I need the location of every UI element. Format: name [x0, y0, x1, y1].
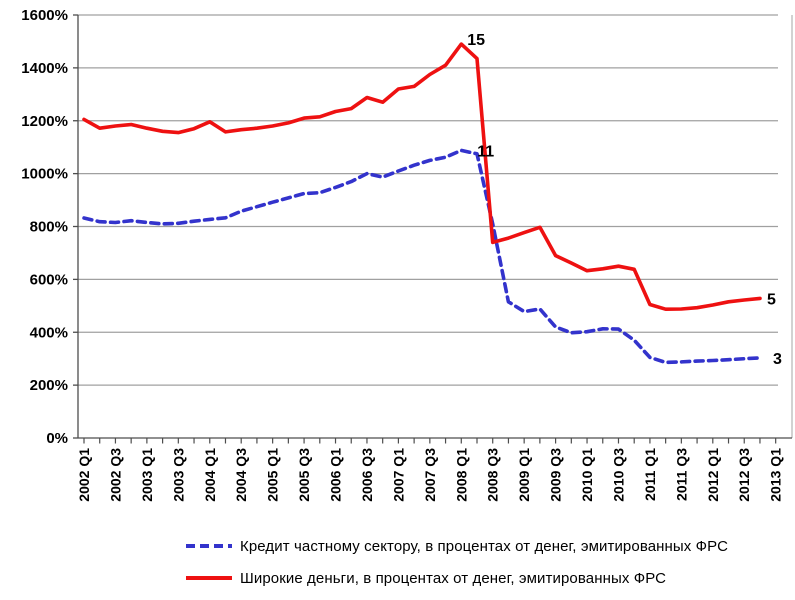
x-tick-label: 2003 Q1	[139, 448, 155, 502]
x-tick-label: 2011 Q3	[673, 448, 689, 501]
x-tick-label: 2007 Q1	[390, 448, 406, 502]
annotation-end-label: 5	[767, 291, 776, 308]
y-tick-label: 1000%	[21, 166, 68, 183]
x-tick-label: 2004 Q1	[202, 448, 218, 502]
x-tick-label: 2010 Q3	[610, 448, 626, 502]
y-tick-label: 400%	[30, 324, 68, 341]
legend-label-private-credit: Кредит частному сектору, в процентах от …	[240, 537, 729, 555]
x-tick-label: 2006 Q1	[328, 448, 344, 502]
legend-label-broad-money: Широкие деньги, в процентах от денег, эм…	[240, 569, 667, 587]
y-tick-label: 800%	[30, 219, 68, 236]
annotation-end-label: 3	[773, 351, 782, 368]
x-tick-label: 2005 Q1	[265, 448, 281, 502]
x-tick-label: 2009 Q1	[516, 448, 532, 502]
x-tick-label: 2011 Q1	[642, 448, 658, 501]
annotation-peak-label: 15	[467, 32, 485, 49]
x-tick-label: 2006 Q3	[359, 448, 375, 502]
y-tick-label: 1600%	[21, 7, 68, 24]
x-tick-label: 2005 Q3	[296, 448, 312, 502]
y-tick-label: 0%	[46, 430, 68, 447]
x-tick-label: 2002 Q1	[76, 448, 92, 502]
y-tick-label: 1200%	[21, 113, 68, 130]
series-line-private-credit	[82, 148, 762, 365]
dashed-line-swatch-icon	[186, 544, 232, 548]
x-tick-label: 2002 Q3	[107, 448, 123, 502]
legend-item-private-credit: Кредит частному сектору, в процентах от …	[186, 536, 728, 556]
annotation-peak-label: 11	[477, 143, 494, 160]
x-tick-label: 2013 Q1	[768, 448, 784, 502]
x-tick-label: 2004 Q3	[233, 448, 249, 502]
x-tick-label: 2007 Q3	[422, 448, 438, 502]
series-line-broad-money	[82, 42, 762, 312]
x-tick-label: 2009 Q3	[548, 448, 564, 502]
y-tick-label: 200%	[30, 377, 68, 394]
x-tick-label: 2012 Q1	[705, 448, 721, 502]
x-tick-label: 2008 Q1	[453, 448, 469, 502]
x-tick-label: 2008 Q3	[485, 448, 501, 502]
x-tick-label: 2003 Q3	[170, 448, 186, 502]
solid-line-swatch-icon	[186, 576, 232, 580]
y-tick-label: 600%	[30, 271, 68, 288]
chart-legend: Кредит частному сектору, в процентах от …	[186, 536, 728, 588]
x-tick-label: 2010 Q1	[579, 448, 595, 502]
x-tick-label: 2012 Q3	[736, 448, 752, 502]
y-tick-label: 1400%	[21, 60, 68, 77]
legend-item-broad-money: Широкие деньги, в процентах от денег, эм…	[186, 568, 728, 588]
